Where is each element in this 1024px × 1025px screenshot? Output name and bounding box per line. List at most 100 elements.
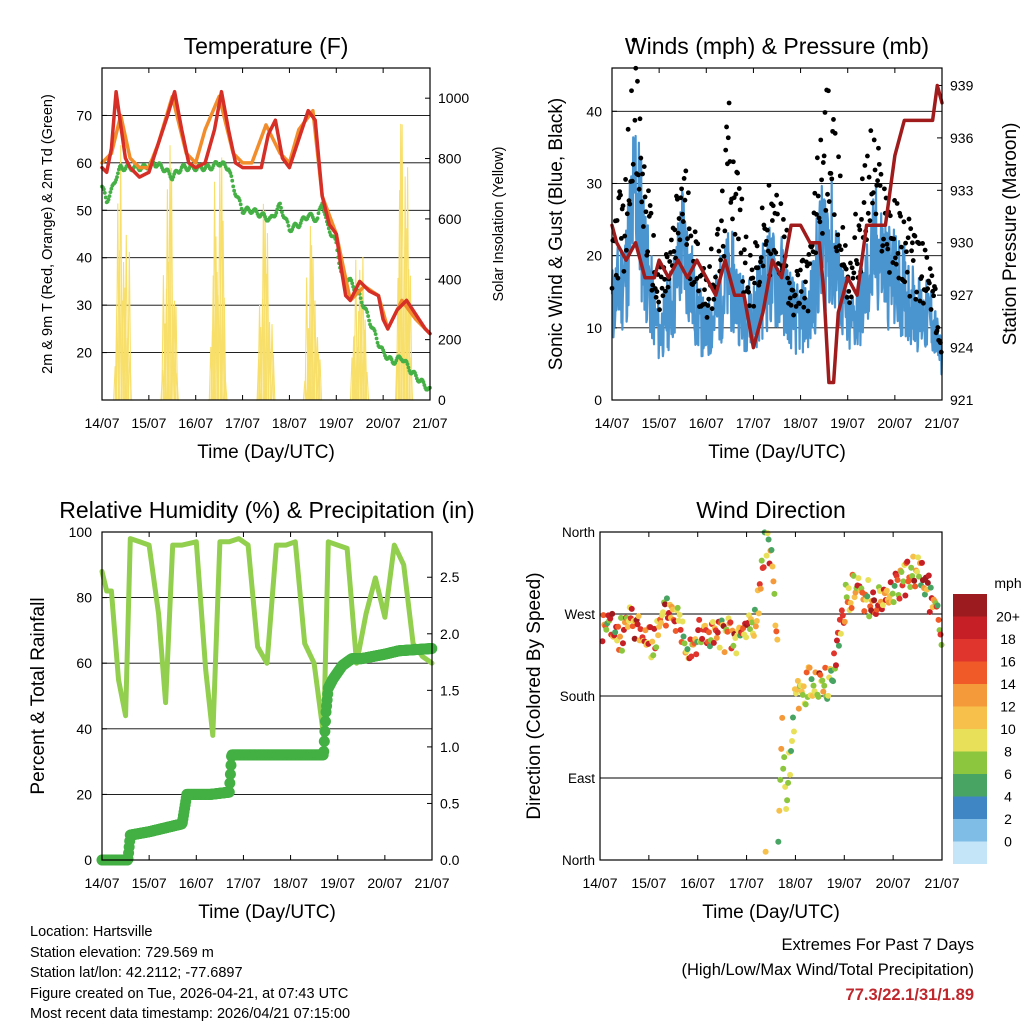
x-tick-label: 19/07 (830, 415, 865, 431)
direction-point (607, 615, 614, 622)
direction-point (889, 590, 896, 597)
direction-point (820, 688, 827, 695)
colorbar-label: 12 (1000, 699, 1016, 715)
dewpoint-point (373, 332, 378, 337)
direction-point (724, 628, 731, 635)
gust-point (781, 234, 787, 240)
gust-point (840, 225, 846, 230)
gust-point (707, 264, 712, 269)
direction-point (763, 552, 770, 559)
direction-point (752, 623, 759, 630)
insolation-spike (315, 336, 320, 401)
gust-point (798, 289, 804, 294)
direction-point (832, 662, 839, 669)
gust-point (805, 308, 811, 314)
y-right-tick-label: 939 (950, 77, 974, 93)
gust-point (745, 285, 751, 291)
gust-point (713, 274, 718, 280)
gust-point (638, 155, 644, 161)
gust-point (725, 135, 731, 141)
x-tick-label: 15/07 (642, 415, 677, 431)
direction-point (835, 642, 842, 649)
x-axis-label: Time (Day/UTC) (198, 902, 336, 923)
gust-point (906, 216, 912, 222)
x-axis-label: Time (Day/UTC) (708, 442, 846, 463)
gust-point (775, 211, 780, 217)
direction-point (870, 589, 877, 596)
gust-point (695, 241, 701, 247)
direction-point (861, 608, 868, 615)
x-axis-label: Time (Day/UTC) (702, 902, 840, 923)
direction-point (918, 559, 925, 566)
gust-point (828, 170, 834, 176)
direction-point (871, 597, 878, 604)
insolation-spike (174, 372, 179, 401)
created-text: Figure created on Tue, 2026-04-21, at 07… (30, 985, 349, 1002)
gust-point (683, 168, 689, 174)
dewpoint-point (178, 168, 183, 173)
gust-point (645, 249, 651, 255)
direction-point (706, 643, 713, 650)
colorbar-label: 14 (1000, 676, 1016, 692)
gust-point (635, 78, 640, 84)
dewpoint-point (405, 362, 410, 367)
gust-point (629, 178, 635, 184)
direction-point (615, 623, 622, 630)
gust-point (624, 211, 630, 217)
direction-point (750, 632, 757, 639)
gust-point (920, 241, 925, 246)
y-tick-label: 0 (84, 852, 92, 868)
dewpoint-point (285, 220, 290, 224)
gust-point (837, 243, 842, 249)
direction-point (831, 650, 838, 657)
direction-point (783, 806, 790, 813)
gust-point (874, 182, 880, 188)
panel-title: Winds (mph) & Pressure (mb) (625, 33, 929, 59)
gust-point (654, 289, 660, 294)
direction-point (866, 613, 873, 620)
y-right-tick-label: 800 (438, 151, 462, 167)
gust-point (873, 211, 879, 217)
colorbar-swatch (953, 639, 987, 662)
direction-point (803, 669, 810, 676)
direction-point (789, 714, 796, 721)
direction-point (681, 640, 688, 647)
gust-point (822, 110, 828, 115)
gust-point (784, 227, 790, 233)
gust-point (730, 216, 735, 222)
direction-point (688, 653, 695, 660)
speed-colorbar: mph 20+ 18 16 14 12 10 8 6 4 2 0 (953, 575, 1022, 864)
direction-point (599, 638, 606, 645)
gust-point (770, 203, 776, 209)
x-tick-label: 17/07 (729, 875, 764, 891)
gust-point (766, 182, 772, 188)
gust-point (926, 280, 932, 286)
direction-point (850, 572, 857, 579)
gust-point (904, 249, 909, 255)
colorbar-swatch (953, 661, 987, 684)
direction-point (864, 593, 871, 600)
y-right-tick-label: 1.0 (440, 739, 460, 755)
direction-point (935, 616, 942, 623)
gust-point (660, 293, 666, 299)
insolation-spike (120, 300, 125, 401)
gust-point (861, 200, 867, 205)
y-tick-label: 30 (586, 175, 602, 191)
gust-point (684, 242, 690, 247)
gust-point (925, 286, 931, 292)
direction-point (916, 573, 923, 580)
direction-point (909, 572, 916, 579)
x-tick-label: 14/07 (84, 415, 119, 431)
gust-point (751, 303, 757, 309)
colorbar-swatch (953, 706, 987, 729)
direction-point (773, 628, 780, 635)
gust-point (764, 227, 770, 233)
dewpoint-point (280, 210, 284, 215)
insolation-spike (213, 236, 219, 401)
gust-point (843, 266, 849, 272)
gust-point (790, 287, 796, 293)
precip-point (224, 777, 236, 789)
direction-point (603, 626, 610, 633)
gust-point (832, 130, 838, 136)
gust-point (910, 258, 916, 263)
